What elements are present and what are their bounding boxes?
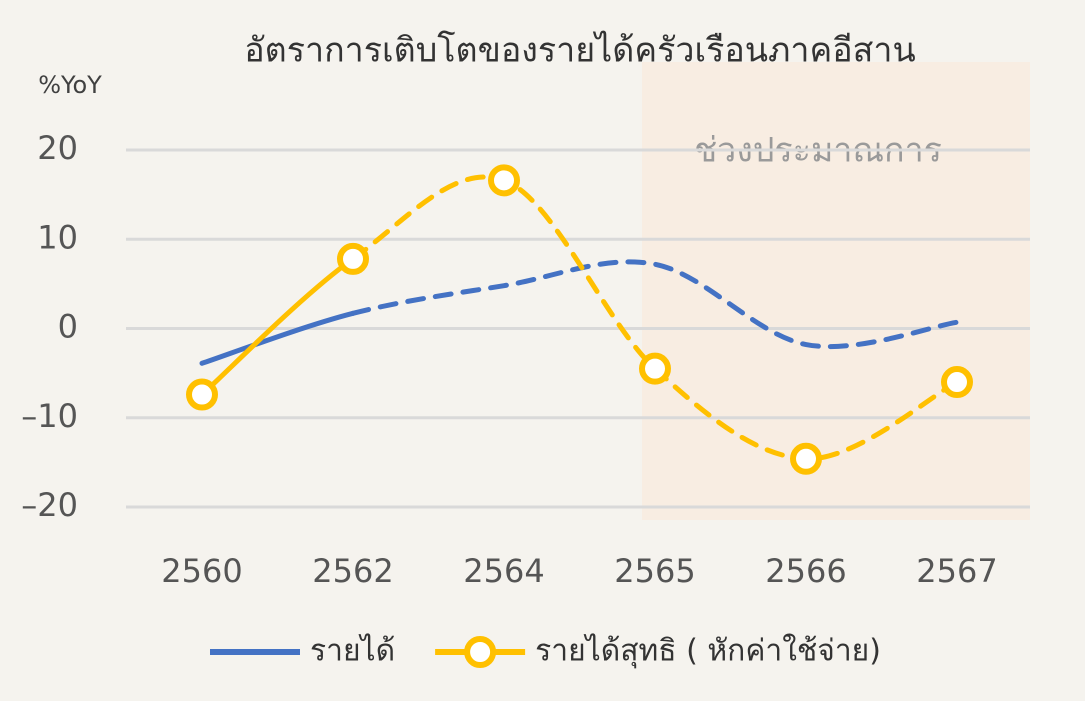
x-tick-label: 2560 <box>161 552 242 590</box>
y-axis-label: %YoY <box>38 71 102 99</box>
x-tick-label: 2566 <box>765 552 846 590</box>
legend-marker <box>464 636 497 668</box>
y-tick-label: 20 <box>37 129 78 167</box>
legend-label: รายได้ <box>310 633 395 669</box>
y-tick-label: –10 <box>21 397 78 435</box>
series-line-dashed <box>350 259 960 350</box>
marker <box>337 242 369 275</box>
marker <box>790 442 822 475</box>
marker <box>639 352 671 385</box>
y-tick-label: 0 <box>58 308 78 346</box>
marker <box>941 366 973 399</box>
x-tick-label: 2564 <box>463 552 544 590</box>
chart-title: อัตราการเติบโตของรายได้ครัวเรือนภาคอีสาน <box>244 31 916 71</box>
x-tick-label: 2567 <box>916 552 997 590</box>
marker <box>488 164 520 197</box>
series-line <box>199 310 356 366</box>
x-tick-label: 2562 <box>312 552 393 590</box>
x-tick-label: 2565 <box>614 552 695 590</box>
y-tick-label: 10 <box>37 218 78 256</box>
series-line <box>199 256 356 398</box>
y-tick-label: –20 <box>21 486 78 524</box>
legend-label: รายได้สุทธิ ( หักค่าใช้จ่าย) <box>535 633 881 670</box>
marker <box>186 378 218 411</box>
